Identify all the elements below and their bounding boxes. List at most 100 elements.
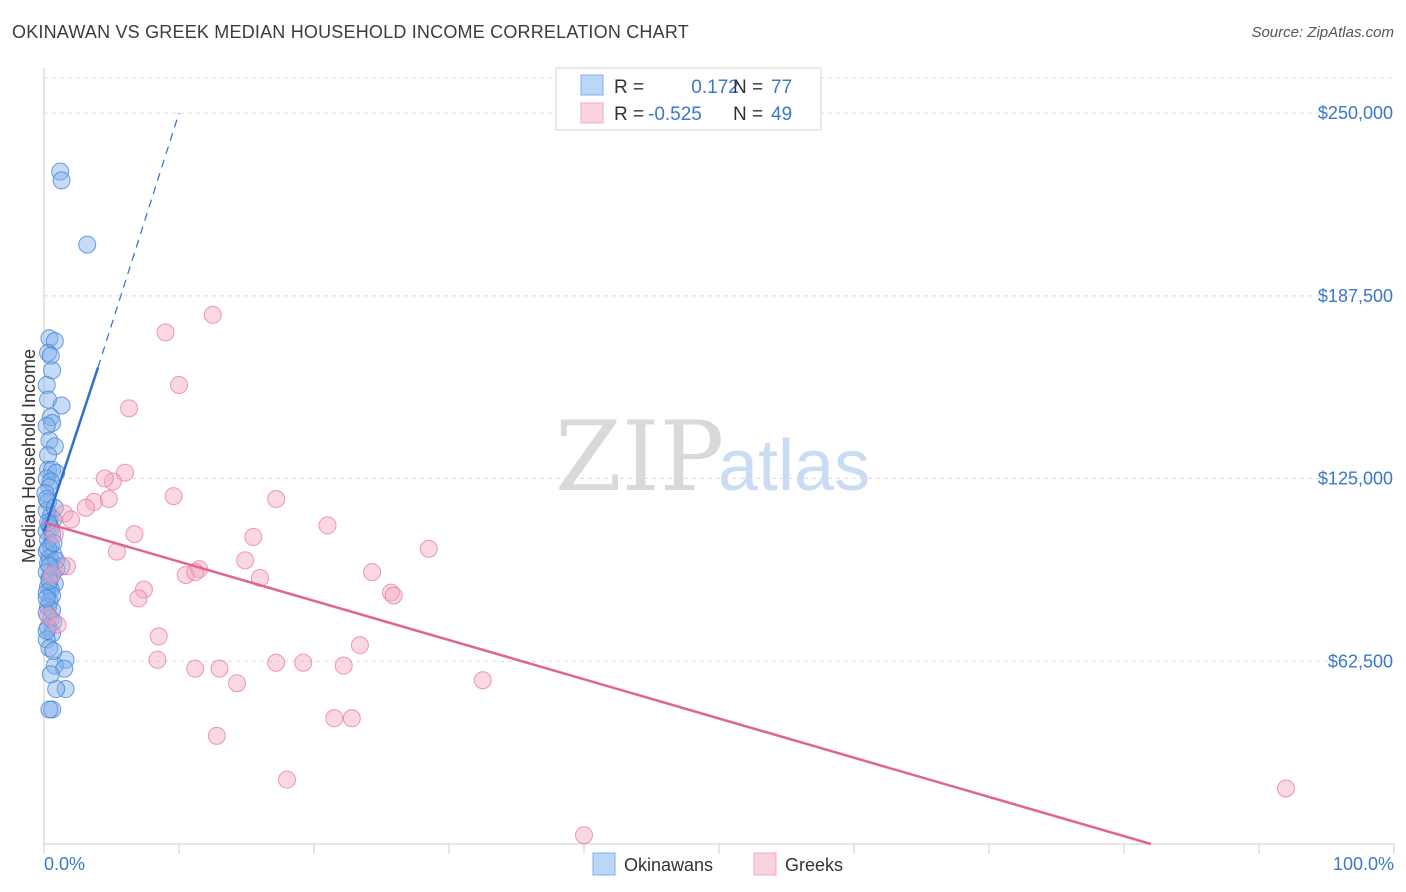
point-okinawans-14 [40, 431, 59, 450]
point-greeks-27 [43, 566, 62, 585]
point-okinawans-12 [43, 413, 62, 432]
point-greeks-46 [207, 726, 226, 745]
y-tick-labels: $62,500 $125,000 $187,500 $250,000 [1318, 103, 1393, 671]
x-tick-label-end: 100.0% [1333, 854, 1394, 874]
point-greeks-7 [164, 487, 183, 506]
point-okinawans-53 [43, 624, 62, 643]
point-okinawans-76 [37, 589, 56, 608]
trend-line-okinawans-extension [97, 112, 180, 368]
legend-n-value-okinawans: 77 [771, 77, 792, 98]
point-greeks-3 [120, 399, 139, 418]
point-okinawans-72 [41, 665, 60, 684]
point-greeks-37 [267, 653, 286, 672]
point-greeks-2 [170, 375, 188, 394]
point-greeks-10 [99, 490, 118, 509]
legend-swatch-okinawans [580, 74, 604, 96]
watermark-atlas: atlas [718, 426, 870, 506]
point-greeks-39 [334, 656, 353, 675]
point-okinawans-2 [78, 235, 97, 254]
point-greeks-31 [129, 589, 148, 608]
bottom-legend-label-okinawans: Okinawans [624, 855, 713, 875]
point-greeks-40 [186, 659, 205, 678]
point-greeks-6 [95, 469, 114, 488]
y-tick-label-2: $187,500 [1318, 286, 1393, 306]
bottom-legend: Okinawans Greeks [592, 852, 843, 876]
y-axis-label: Median Household Income [19, 349, 39, 563]
point-okinawans-11 [41, 408, 60, 427]
y-tick-label-3: $250,000 [1318, 103, 1393, 123]
legend-swatch-greeks [580, 102, 604, 124]
point-greeks-33 [48, 615, 67, 634]
series-okinawans-points [36, 162, 97, 719]
series-greeks-points [39, 305, 1295, 845]
y-tick-label-0: $62,500 [1328, 651, 1393, 671]
point-greeks-44 [325, 709, 344, 728]
point-okinawans-10 [52, 396, 71, 415]
point-greeks-48 [1277, 779, 1295, 798]
point-okinawans-13 [37, 416, 56, 435]
point-greeks-23 [363, 563, 382, 582]
point-greeks-4 [116, 463, 134, 482]
bottom-legend-swatch-greeks [753, 852, 777, 876]
point-okinawans-3 [40, 329, 59, 348]
point-okinawans-9 [39, 390, 58, 409]
point-greeks-49 [575, 826, 593, 845]
point-okinawans-4 [45, 332, 64, 351]
point-okinawans-6 [41, 346, 60, 365]
point-greeks-43 [473, 671, 492, 690]
legend-n-label-greeks: N = [733, 104, 763, 125]
point-greeks-34 [149, 627, 168, 646]
point-greeks-28 [134, 580, 153, 599]
gridlines [44, 77, 1394, 662]
point-greeks-45 [342, 709, 361, 728]
legend-n-value-greeks: 49 [771, 104, 792, 125]
point-greeks-14 [318, 516, 337, 535]
point-greeks-29 [381, 583, 400, 602]
point-greeks-8 [267, 490, 286, 509]
legend-r-value-greeks: -0.525 [648, 104, 702, 125]
legend: R = 0.172 N = 77 R = -0.525 N = 49 [555, 67, 822, 131]
point-okinawans-43 [39, 577, 58, 596]
trend-line-greeks [43, 521, 1152, 846]
legend-r-label-greeks: R = [614, 104, 644, 125]
point-okinawans-1 [52, 171, 71, 190]
point-okinawans-5 [39, 343, 58, 362]
point-okinawans-58 [55, 659, 74, 678]
point-greeks-17 [244, 528, 263, 547]
point-greeks-41 [210, 659, 229, 678]
trend-lines [42, 112, 1152, 846]
watermark-zip: ZIP [555, 401, 724, 513]
point-greeks-35 [350, 636, 369, 655]
point-okinawans-16 [39, 446, 58, 465]
point-greeks-20 [236, 551, 255, 570]
watermark: ZIP atlas [555, 401, 870, 513]
point-greeks-38 [294, 653, 313, 672]
point-greeks-42 [228, 674, 247, 693]
point-greeks-21 [57, 557, 76, 576]
x-tick-label-start: 0.0% [44, 854, 85, 874]
legend-n-label-okinawans: N = [733, 77, 763, 98]
axes [43, 68, 1395, 854]
point-okinawans-70 [37, 621, 56, 640]
bottom-legend-swatch-okinawans [592, 852, 616, 876]
point-okinawans-59 [56, 680, 75, 699]
chart-source: Source: ZipAtlas.com [1251, 24, 1394, 41]
chart-title: OKINAWAN VS GREEK MEDIAN HOUSEHOLD INCOM… [12, 22, 689, 42]
point-okinawans-8 [37, 375, 56, 394]
point-greeks-0 [203, 305, 222, 324]
point-okinawans-71 [44, 642, 63, 661]
bottom-legend-label-greeks: Greeks [785, 855, 843, 875]
point-okinawans-62 [40, 700, 59, 719]
trend-line-okinawans [42, 367, 100, 532]
point-greeks-15 [125, 525, 144, 544]
point-greeks-30 [384, 586, 403, 605]
point-greeks-36 [148, 650, 167, 669]
point-greeks-11 [76, 498, 95, 517]
point-greeks-13 [62, 510, 80, 529]
legend-r-label-okinawans: R = [614, 77, 644, 98]
legend-r-value-okinawans: 0.172 [686, 77, 739, 98]
point-greeks-47 [278, 770, 296, 789]
point-okinawans-19 [47, 463, 66, 482]
point-greeks-1 [156, 323, 175, 342]
